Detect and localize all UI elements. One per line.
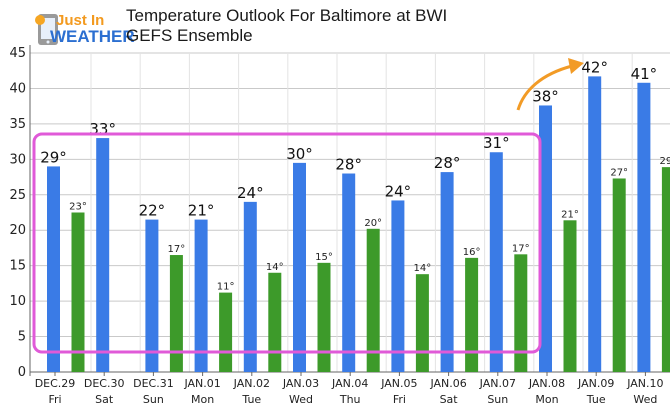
x-tick-date: JAN.09 bbox=[577, 377, 614, 390]
x-tick-weekday: Tue bbox=[241, 393, 261, 406]
high-temp-bar bbox=[440, 172, 454, 372]
x-tick-weekday: Mon bbox=[191, 393, 214, 406]
low-temp-label: 16° bbox=[463, 247, 481, 258]
low-temp-bar bbox=[366, 228, 380, 372]
high-temp-bar bbox=[637, 82, 651, 373]
low-temp-bar bbox=[465, 257, 479, 372]
low-temp-bar bbox=[71, 212, 85, 372]
y-tick-label: 15 bbox=[9, 259, 26, 274]
y-tick-label: 0 bbox=[18, 365, 26, 380]
high-temp-label: 28° bbox=[335, 156, 362, 174]
x-tick-date: JAN.03 bbox=[282, 377, 319, 390]
x-tick-weekday: Wed bbox=[633, 393, 657, 406]
x-tick-weekday: Sat bbox=[95, 393, 114, 406]
low-temp-label: 15° bbox=[315, 252, 333, 263]
x-tick-date: JAN.05 bbox=[380, 377, 417, 390]
x-tick-date: DEC.29 bbox=[35, 377, 76, 390]
y-tick-label: 30 bbox=[9, 152, 26, 167]
low-temp-label: 29° bbox=[660, 156, 670, 167]
data-labels: 29°33°22° 21°24°30°28°24°28°31°38°42° 41°2… bbox=[40, 58, 670, 292]
high-temp-label: 38° bbox=[532, 87, 559, 105]
low-temp-label: 20° bbox=[364, 218, 382, 229]
high-temp-label: 41° bbox=[631, 65, 658, 83]
low-temp-bar bbox=[612, 178, 626, 372]
x-tick-date: JAN.01 bbox=[183, 377, 220, 390]
low-temp-bar bbox=[219, 292, 233, 372]
x-tick-date: JAN.06 bbox=[429, 377, 466, 390]
low-temp-label: 27° bbox=[610, 167, 628, 178]
y-tick-label: 40 bbox=[9, 81, 26, 96]
high-temp-bar bbox=[539, 105, 552, 373]
x-tick-weekday: Mon bbox=[535, 393, 558, 406]
high-temp-label: 24° bbox=[385, 182, 412, 200]
low-temp-label: 17° bbox=[168, 244, 186, 255]
high-temp-label: 31° bbox=[483, 134, 510, 152]
trend-arrow bbox=[516, 58, 584, 111]
low-temp-label: 14° bbox=[266, 262, 284, 273]
high-temp-label: 42° bbox=[581, 58, 608, 76]
low-temp-bar bbox=[268, 272, 282, 372]
high-temp-label: 24° bbox=[237, 184, 264, 202]
logo: Just In WEATHER bbox=[35, 12, 135, 46]
x-tick-date: JAN.10 bbox=[626, 377, 663, 390]
y-tick-label: 35 bbox=[9, 117, 26, 132]
y-tick-label: 10 bbox=[9, 294, 26, 309]
x-tick-date: JAN.07 bbox=[479, 377, 516, 390]
low-temp-label: 14° bbox=[414, 263, 432, 274]
y-tick-label: 25 bbox=[9, 188, 26, 203]
x-tick-weekday: Fri bbox=[393, 393, 406, 406]
low-temp-bar bbox=[415, 274, 429, 372]
low-temp-bar bbox=[563, 220, 577, 372]
low-temp-label: 11° bbox=[217, 282, 235, 293]
high-temp-bar bbox=[194, 219, 208, 372]
low-temp-label: 23° bbox=[69, 202, 87, 213]
x-tick-weekday: Thu bbox=[339, 393, 361, 406]
low-temp-bar bbox=[661, 167, 670, 372]
low-temp-bar bbox=[317, 262, 331, 372]
y-tick-labels: 0 5 10 15 20 25 30 35 40 45 bbox=[9, 46, 26, 380]
high-temp-bar bbox=[293, 162, 306, 372]
low-temp-label: 17° bbox=[512, 243, 530, 254]
x-tick-date: JAN.08 bbox=[528, 377, 565, 390]
x-tick-weekday: Sun bbox=[143, 393, 164, 406]
y-tick-label: 20 bbox=[9, 223, 26, 238]
sun-icon bbox=[35, 15, 45, 25]
x-tick-weekday: Tue bbox=[586, 393, 606, 406]
x-tick-date: DEC.30 bbox=[84, 377, 125, 390]
low-temp-bar bbox=[514, 254, 528, 372]
logo-line2: WEATHER bbox=[50, 27, 135, 46]
high-temp-label: 29° bbox=[40, 148, 67, 166]
high-temp-bar bbox=[243, 201, 257, 372]
x-tick-weekday: Wed bbox=[289, 393, 313, 406]
high-temp-bar bbox=[47, 166, 60, 372]
x-tick-weekday: Sat bbox=[440, 393, 459, 406]
high-temp-bar bbox=[342, 173, 356, 372]
x-tick-weekday: Sun bbox=[487, 393, 508, 406]
low-temp-label: 21° bbox=[561, 209, 579, 220]
high-temp-bar bbox=[391, 200, 405, 372]
chart-subtitle: GEFS Ensemble bbox=[126, 26, 253, 45]
logo-line1: Just In bbox=[56, 12, 104, 29]
highlight-box bbox=[32, 132, 542, 354]
x-tick-date: DEC.31 bbox=[133, 377, 174, 390]
high-temp-bar bbox=[588, 76, 602, 372]
high-temp-bar bbox=[489, 152, 503, 372]
high-temp-bar bbox=[145, 219, 159, 372]
x-tick-date: JAN.04 bbox=[331, 377, 368, 390]
y-tick-label: 5 bbox=[18, 330, 26, 345]
y-tick-label: 45 bbox=[9, 46, 26, 61]
x-tick-date: JAN.02 bbox=[233, 377, 270, 390]
high-temp-label: 30° bbox=[286, 145, 313, 163]
x-tick-labels: DEC.29 Fri DEC.30 Sat DEC.31 Sun JAN.01 Mon JAN.… bbox=[35, 377, 664, 406]
x-tick-weekday: Fri bbox=[48, 393, 61, 406]
high-temp-label: 22° bbox=[139, 202, 166, 220]
high-temp-label: 21° bbox=[188, 202, 215, 220]
chart-title: Temperature Outlook For Baltimore at BWI bbox=[126, 6, 447, 25]
high-temp-bar bbox=[96, 138, 110, 372]
high-temp-label: 28° bbox=[434, 154, 461, 172]
low-temp-bar bbox=[169, 255, 183, 372]
